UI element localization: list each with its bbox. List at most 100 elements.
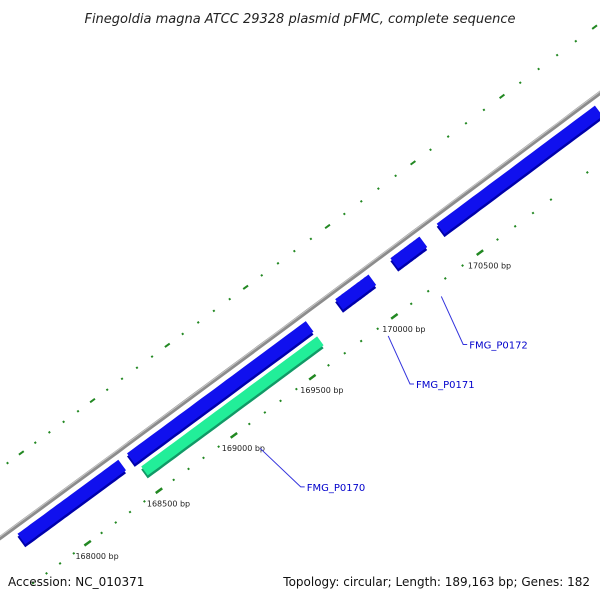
minor-tick — [263, 411, 267, 414]
minor-tick — [276, 261, 280, 265]
minor-tick — [143, 500, 146, 503]
minor-tick — [292, 249, 296, 253]
minor-tick — [202, 456, 205, 460]
sequence-backbone-highlight — [0, 90, 600, 538]
minor-tick — [426, 289, 430, 293]
gene-label-fmg_p0172[interactable]: FMG_P0172 — [469, 341, 528, 352]
minor-tick — [429, 148, 432, 152]
minor-tick — [6, 461, 9, 465]
minor-tick — [359, 339, 363, 343]
minor-tick — [212, 309, 216, 313]
minor-tick — [549, 198, 553, 202]
minor-tick — [499, 93, 506, 99]
minor-tick — [482, 108, 486, 112]
minor-tick — [531, 211, 535, 215]
minor-tick — [343, 351, 347, 355]
minor-tick — [585, 171, 589, 174]
minor-tick — [464, 121, 468, 125]
minor-tick — [324, 223, 331, 230]
minor-tick — [89, 397, 96, 404]
minor-tick — [247, 422, 251, 426]
minor-tick — [279, 399, 282, 403]
gene-label-fmg_p0171[interactable]: FMG_P0171 — [416, 380, 475, 391]
gene-4-forward[interactable] — [335, 274, 377, 310]
minor-tick — [76, 409, 80, 413]
minor-tick — [164, 342, 171, 348]
tick-label-168000: 168000 bp — [75, 552, 118, 561]
major-tick-170500 — [475, 249, 484, 257]
gene-3-reverse[interactable] — [141, 336, 324, 476]
minor-tick — [62, 420, 66, 424]
minor-tick — [196, 321, 200, 324]
gene-2-forward[interactable] — [127, 321, 314, 464]
minor-tick — [513, 224, 517, 228]
minor-tick — [58, 562, 62, 565]
gene-labels-layer: FMG_P0170 FMG_P0171 FMG_P0172 — [259, 296, 528, 494]
minor-tick — [105, 388, 109, 392]
minor-tick — [31, 581, 35, 585]
minor-tick — [128, 510, 132, 514]
minor-tick — [461, 264, 464, 267]
gene-6-forward[interactable] — [436, 105, 600, 235]
genes-layer — [17, 105, 600, 548]
minor-tick — [294, 387, 298, 391]
minor-tick — [518, 81, 522, 85]
minor-tick — [443, 277, 447, 280]
accession-text: Accession: NC_010371 — [8, 575, 144, 589]
minor-tick — [376, 187, 380, 191]
minor-tick — [114, 521, 118, 524]
minor-tick — [120, 377, 124, 381]
minor-tick — [342, 212, 346, 216]
gene-1-forward[interactable] — [17, 459, 127, 545]
minor-tick — [242, 284, 249, 290]
minor-tick — [217, 445, 221, 449]
sequence-backbone — [0, 90, 600, 541]
map-title: Finegoldia magna ATCC 29328 plasmid pFMC… — [84, 12, 515, 27]
tick-label-170000: 170000 bp — [382, 325, 425, 334]
minor-tick — [309, 237, 313, 241]
backbone-layer — [0, 90, 600, 541]
major-tick-168000 — [83, 539, 92, 547]
major-tick-169500 — [308, 373, 317, 381]
minor-tick — [33, 441, 37, 445]
tick-label-168500: 168500 bp — [147, 500, 190, 509]
minor-tick — [47, 430, 51, 434]
minor-tick — [18, 450, 25, 456]
tick-label-169500: 169500 bp — [300, 386, 343, 395]
topology-summary-text: Topology: circular; Length: 189,163 bp; … — [282, 575, 590, 589]
minor-tick — [72, 551, 76, 555]
minor-tick — [376, 327, 380, 331]
major-tick-170000 — [390, 312, 399, 320]
minor-tick — [260, 273, 264, 277]
minor-tick — [100, 531, 104, 535]
minor-tick — [409, 302, 413, 306]
minor-tick — [359, 199, 363, 203]
tick-label-170500: 170500 bp — [468, 261, 511, 270]
gene-label-fmg_p0170[interactable]: FMG_P0170 — [307, 483, 366, 494]
gene-label-leader — [259, 447, 305, 488]
minor-tick — [574, 39, 578, 43]
major-tick-168500 — [155, 487, 163, 495]
minor-tick — [150, 355, 154, 358]
minor-tick-layer — [6, 24, 598, 585]
minor-tick — [187, 467, 190, 471]
gene-label-leader — [440, 296, 468, 345]
minor-tick — [591, 24, 598, 30]
minor-tick — [409, 160, 416, 166]
tick-label-169000: 169000 bp — [222, 444, 265, 453]
minor-tick — [555, 53, 559, 57]
minor-tick — [327, 363, 330, 367]
minor-tick — [446, 135, 450, 138]
minor-tick — [394, 174, 398, 178]
minor-tick — [228, 297, 232, 301]
minor-tick — [496, 238, 499, 241]
minor-tick — [181, 332, 185, 336]
minor-tick — [45, 571, 48, 575]
gene-5-forward[interactable] — [390, 236, 428, 269]
minor-tick — [172, 478, 176, 482]
minor-tick — [135, 366, 139, 370]
major-tick-layer: 168000 bp 168500 bp 169000 bp 169500 bp 1700… — [75, 249, 511, 561]
major-tick-169000 — [229, 431, 238, 439]
minor-tick — [537, 67, 541, 71]
